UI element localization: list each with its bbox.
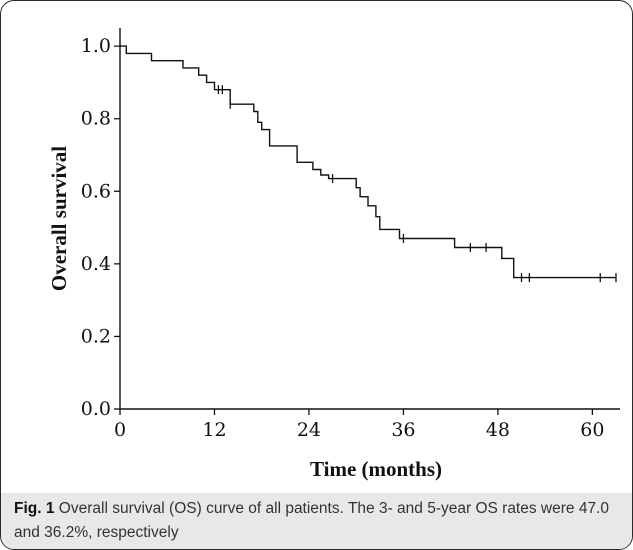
x-tick-label: 36 xyxy=(391,419,415,441)
x-tick-label: 12 xyxy=(202,419,226,441)
chart-labels: 0.0 0.2 0.4 0.6 0.8 1.0 0 12 24 36 48 60 Time (month… xyxy=(47,35,604,481)
x-tick-label: 0 xyxy=(114,419,126,441)
y-tick-label: 0.4 xyxy=(81,253,111,275)
y-tick-label: 1.0 xyxy=(81,35,111,57)
y-axis-title: Overall survival xyxy=(47,146,71,291)
survival-step-line xyxy=(120,45,616,279)
y-tick-label: 0.6 xyxy=(81,180,111,202)
x-axis-title: Time (months) xyxy=(310,457,442,481)
x-tick-label: 24 xyxy=(297,419,321,441)
x-tick-label: 60 xyxy=(580,419,604,441)
x-tick-label: 48 xyxy=(486,419,510,441)
chart-axes xyxy=(114,28,620,415)
y-tick-label: 0.8 xyxy=(81,108,111,130)
y-tick-label: 0.0 xyxy=(81,398,111,420)
y-tick-label: 0.2 xyxy=(81,325,111,347)
figure-caption-label: Fig. 1 xyxy=(14,500,55,517)
survival-chart: 0.0 0.2 0.4 0.6 0.8 1.0 0 12 24 36 48 60 Time (month… xyxy=(47,28,620,481)
chart-marks xyxy=(120,45,617,283)
figure-caption: Fig. 1 Overall survival (OS) curve of al… xyxy=(1,493,632,549)
figure-caption-text: Overall survival (OS) curve of all patie… xyxy=(14,500,609,541)
